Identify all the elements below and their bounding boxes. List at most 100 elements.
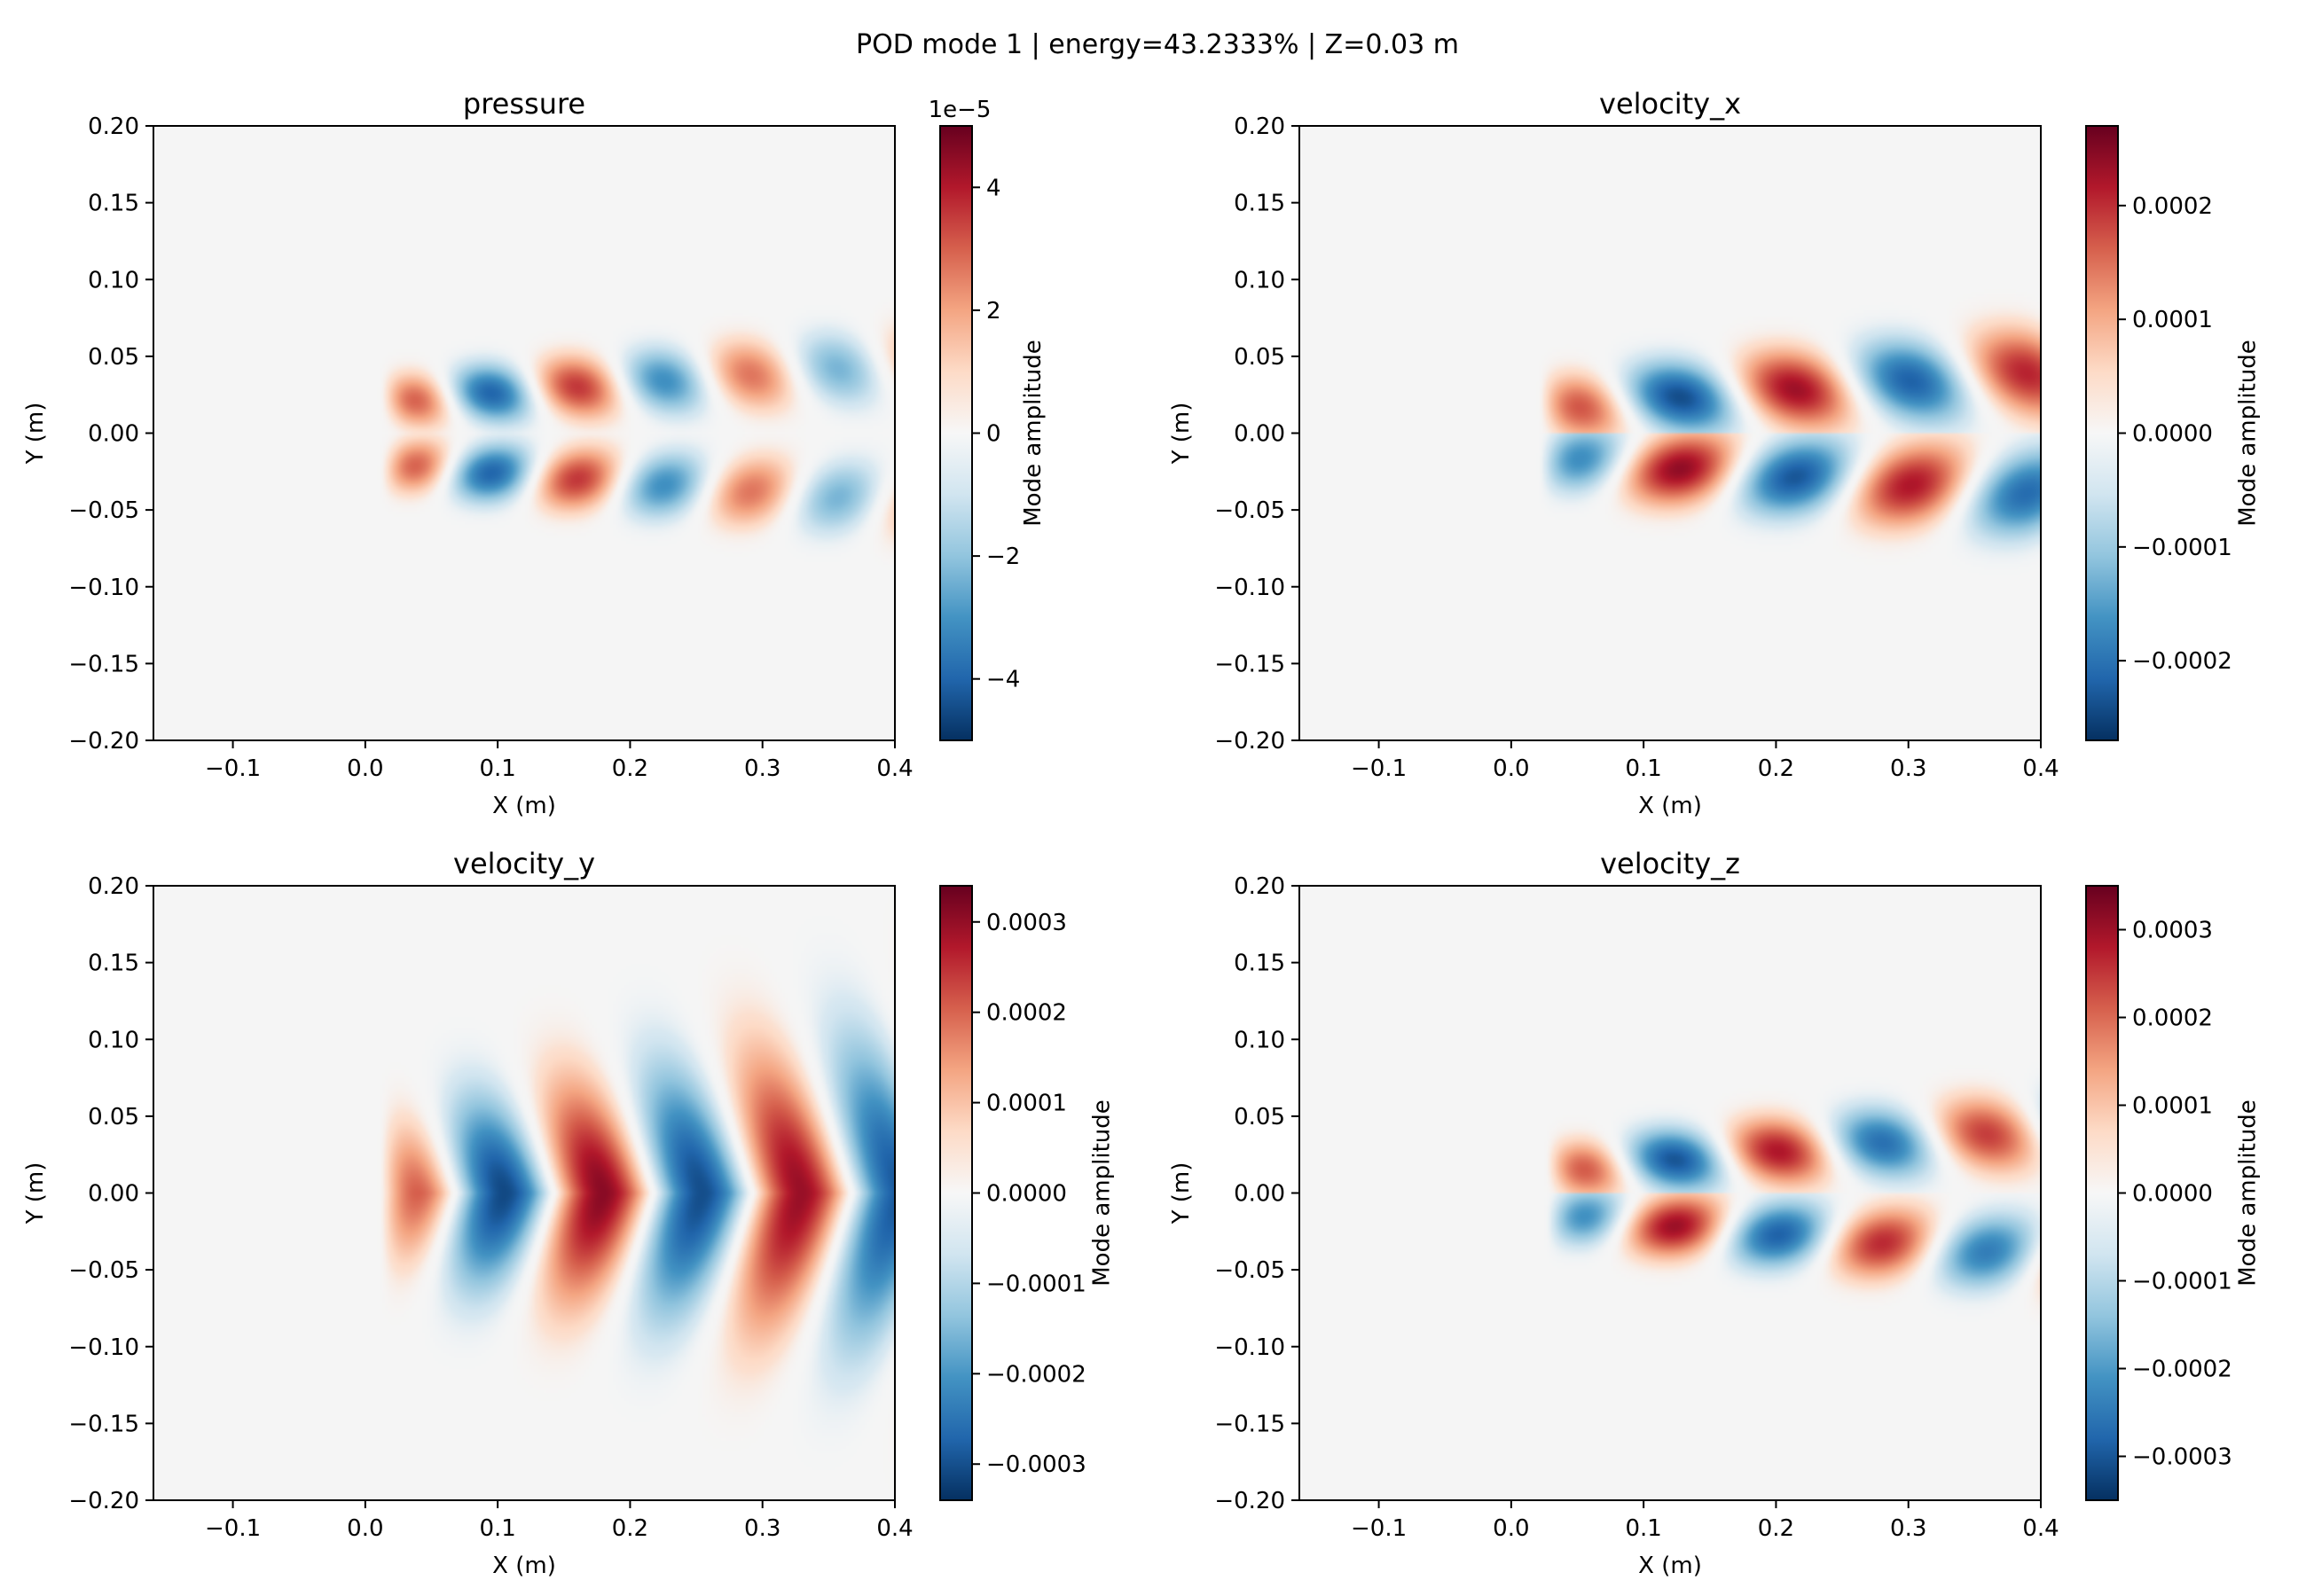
colorbar-tick-label: 4	[986, 175, 1001, 201]
y-tick-label: 0.05	[88, 1104, 139, 1130]
colorbar-offset-text: 1e−5	[929, 97, 992, 123]
heatmap-image	[1299, 886, 2041, 1500]
colorbar-label: Mode amplitude	[2235, 340, 2262, 527]
panel-velocity-x: velocity_x −0.1 0.0 0.1 0.2 0.3 0.4 −0.20 −0.15 −…	[1168, 87, 2262, 819]
y-tick-label: 0.10	[1234, 1027, 1285, 1053]
colorbar-tick-label: −0.0003	[2132, 1444, 2232, 1471]
colorbar-tick-label: 0.0003	[2132, 918, 2213, 944]
colorbar	[939, 125, 973, 741]
x-tick-label: 0.2	[612, 1515, 648, 1542]
heatmap-image	[153, 126, 895, 740]
x-tick-label: 0.4	[876, 1515, 913, 1542]
y-tick-label: 0.15	[1234, 951, 1285, 977]
x-axis-label: X (m)	[1638, 793, 1702, 819]
y-tick-label: 0.15	[88, 951, 139, 977]
colorbar-tick-label: 0.0001	[2132, 1093, 2213, 1120]
x-tick-label: 0.3	[1890, 755, 1926, 782]
colorbar-label: Mode amplitude	[1089, 1099, 1116, 1287]
colorbar-tick-label: −0.0001	[2132, 1269, 2232, 1295]
x-tick-label: −0.1	[1351, 1515, 1407, 1542]
colorbar-tick-label: −0.0002	[2132, 1357, 2232, 1383]
y-tick-label: −0.05	[68, 497, 139, 524]
y-tick-label: 0.00	[1234, 421, 1285, 448]
panel-title: velocity_x	[1599, 87, 1741, 121]
x-axis-label: X (m)	[1638, 1553, 1702, 1579]
x-tick-label: 0.0	[347, 755, 383, 782]
colorbar-tick-label: 0.0001	[986, 1091, 1067, 1117]
x-tick-label: −0.1	[205, 755, 261, 782]
panel-title: pressure	[463, 87, 585, 121]
x-axis-label: X (m)	[492, 1553, 556, 1579]
y-tick-label: −0.10	[68, 575, 139, 601]
y-tick-label: 0.05	[1234, 1104, 1285, 1130]
figure-suptitle: POD mode 1 | energy=43.2333% | Z=0.03 m	[856, 29, 1459, 60]
x-tick-label: 0.1	[479, 1515, 515, 1542]
y-tick-label: 0.20	[88, 873, 139, 900]
y-tick-label: −0.20	[68, 728, 139, 755]
y-tick-label: −0.15	[1214, 651, 1285, 677]
y-axis-label: Y (m)	[22, 1162, 49, 1225]
colorbar-tick-label: −0.0003	[986, 1451, 1086, 1478]
colorbar-tick-label: 0.0002	[986, 1000, 1067, 1027]
colorbar	[2085, 885, 2119, 1501]
heatmap-image	[153, 886, 895, 1500]
panel-velocity-y: velocity_y −0.1 0.0 0.1 0.2 0.3 0.4 −0.20 −0.15 −…	[22, 847, 1116, 1579]
y-tick-label: 0.20	[1234, 873, 1285, 900]
colorbar-tick-label: −2	[986, 544, 1020, 570]
y-tick-label: 0.15	[1234, 191, 1285, 217]
y-tick-label: 0.05	[1234, 344, 1285, 371]
x-tick-label: 0.1	[479, 755, 515, 782]
heatmap-image	[1299, 126, 2041, 740]
y-tick-label: −0.20	[1214, 1488, 1285, 1514]
x-tick-label: −0.1	[1351, 755, 1407, 782]
panel-title: velocity_y	[453, 847, 595, 880]
panel-pressure: pressure −0.1 0.0 0.1 0.2 0.3 0.4 −0.20 −0.15 −0.…	[22, 87, 1047, 819]
y-tick-label: −0.05	[1214, 497, 1285, 524]
y-tick-label: −0.05	[1214, 1257, 1285, 1284]
x-tick-label: 0.2	[1758, 755, 1794, 782]
colorbar-tick-label: 0.0000	[986, 1181, 1067, 1208]
y-tick-label: 0.10	[1234, 267, 1285, 293]
y-tick-label: 0.00	[1234, 1181, 1285, 1208]
y-axis-label: Y (m)	[22, 403, 49, 466]
colorbar-tick-label: 0.0001	[2132, 307, 2213, 333]
x-tick-label: −0.1	[205, 1515, 261, 1542]
x-tick-label: 0.3	[1890, 1515, 1926, 1542]
colorbar-tick-label: −0.0002	[2132, 648, 2232, 675]
x-tick-label: 0.4	[2022, 755, 2059, 782]
y-tick-label: 0.10	[88, 1027, 139, 1053]
x-tick-label: 0.4	[876, 755, 913, 782]
x-tick-label: 0.1	[1625, 755, 1661, 782]
colorbar-tick-label: −4	[986, 667, 1020, 693]
x-axis-label: X (m)	[492, 793, 556, 819]
x-tick-label: 0.3	[744, 1515, 780, 1542]
y-tick-label: 0.05	[88, 344, 139, 371]
y-axis-label: Y (m)	[1168, 403, 1195, 466]
y-tick-label: 0.00	[88, 1181, 139, 1208]
y-tick-label: −0.20	[68, 1488, 139, 1514]
y-tick-label: 0.00	[88, 421, 139, 448]
colorbar-tick-label: 0.0002	[2132, 1005, 2213, 1032]
y-tick-label: −0.10	[1214, 1334, 1285, 1361]
colorbar-tick-label: −0.0002	[986, 1361, 1086, 1388]
colorbar	[2085, 125, 2119, 741]
y-tick-label: 0.15	[88, 191, 139, 217]
x-tick-label: 0.0	[347, 1515, 383, 1542]
colorbar-label: Mode amplitude	[2235, 1099, 2262, 1287]
x-tick-label: 0.1	[1625, 1515, 1661, 1542]
colorbar	[939, 885, 973, 1501]
x-tick-label: 0.0	[1493, 755, 1529, 782]
panel-title: velocity_z	[1600, 847, 1740, 880]
y-tick-label: −0.10	[68, 1334, 139, 1361]
colorbar-tick-label: 0.0000	[2132, 1181, 2213, 1208]
x-tick-label: 0.0	[1493, 1515, 1529, 1542]
y-tick-label: −0.15	[68, 1411, 139, 1437]
x-tick-label: 0.2	[612, 755, 648, 782]
y-tick-label: 0.20	[1234, 113, 1285, 140]
colorbar-tick-label: −0.0001	[2132, 535, 2232, 561]
x-tick-label: 0.3	[744, 755, 780, 782]
y-tick-label: −0.05	[68, 1257, 139, 1284]
y-axis-label: Y (m)	[1168, 1162, 1195, 1225]
colorbar-tick-label: −0.0001	[986, 1271, 1086, 1297]
